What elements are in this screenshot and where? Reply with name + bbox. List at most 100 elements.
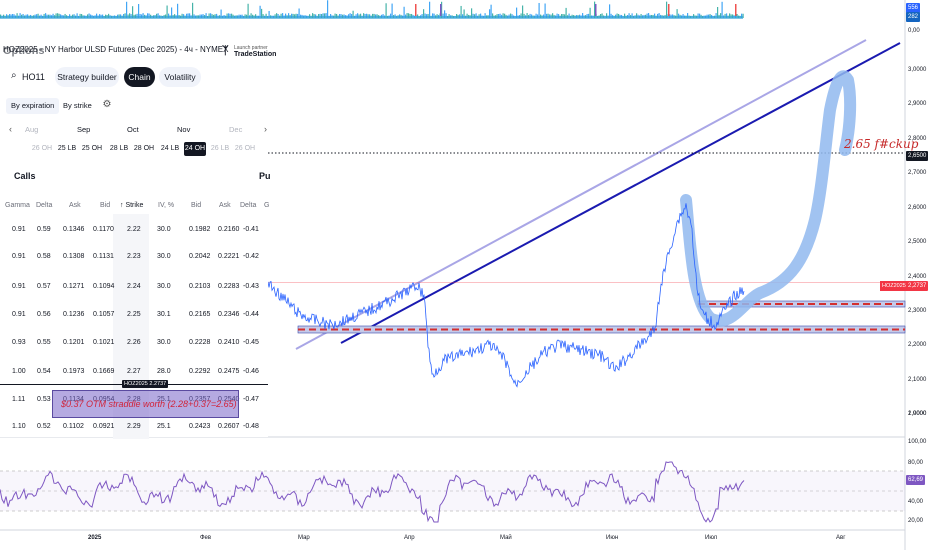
table-cell[interactable]: 0.93 <box>12 339 26 346</box>
column-header[interactable]: G <box>264 202 270 209</box>
expiration-chip[interactable]: 28 LB <box>109 145 129 152</box>
column-header[interactable]: IV, % <box>158 202 175 209</box>
chevron-left-icon[interactable]: ‹ <box>9 124 12 134</box>
month-dec[interactable]: Dec <box>229 125 243 134</box>
table-cell[interactable]: 0.2042 <box>189 253 211 260</box>
table-cell[interactable]: 0.2228 <box>189 339 211 346</box>
expiration-chip[interactable]: 28 OH <box>133 145 155 152</box>
month-oct[interactable]: Oct <box>127 125 139 134</box>
tab-by-strike[interactable]: By strike <box>63 101 92 110</box>
table-cell[interactable]: 0.57 <box>37 283 51 290</box>
table-cell[interactable]: 0.56 <box>37 311 51 318</box>
table-cell[interactable]: 25.1 <box>157 423 171 430</box>
table-cell[interactable]: 0.0921 <box>93 423 115 430</box>
table-cell[interactable]: -0.48 <box>243 423 259 430</box>
expiration-chip[interactable]: 26 OH <box>234 145 256 152</box>
table-cell[interactable]: -0.41 <box>243 226 259 233</box>
table-cell[interactable]: 1.10 <box>12 423 26 430</box>
month-nov[interactable]: Nov <box>177 125 191 134</box>
table-cell[interactable]: 0.1057 <box>93 311 115 318</box>
table-cell[interactable]: 2.25 <box>127 311 141 318</box>
table-cell[interactable]: 30.0 <box>157 226 171 233</box>
expiration-chip[interactable]: 26 LB <box>210 145 230 152</box>
column-header[interactable]: Delta <box>240 202 257 209</box>
table-cell[interactable]: -0.42 <box>243 253 259 260</box>
table-cell[interactable]: 0.1982 <box>189 226 211 233</box>
table-cell[interactable]: 0.2160 <box>218 226 240 233</box>
month-aug[interactable]: Aug <box>25 125 39 134</box>
table-cell[interactable]: 2.24 <box>127 283 141 290</box>
expiration-chip[interactable]: 24 LB <box>160 145 180 152</box>
table-cell[interactable]: 0.2475 <box>218 368 240 375</box>
table-cell[interactable]: 0.1669 <box>93 368 115 375</box>
table-cell[interactable]: 0.2292 <box>189 368 211 375</box>
column-header[interactable]: ↑ Strike <box>120 202 144 209</box>
search-input[interactable]: HO11 <box>22 72 45 82</box>
table-cell[interactable]: -0.47 <box>243 396 259 403</box>
table-cell[interactable]: -0.45 <box>243 339 259 346</box>
table-cell[interactable]: 1.11 <box>12 396 26 403</box>
table-cell[interactable]: 0.1094 <box>93 283 115 290</box>
table-cell[interactable]: 30.0 <box>157 339 171 346</box>
table-cell[interactable]: 0.2607 <box>218 423 240 430</box>
table-cell[interactable]: -0.43 <box>243 283 259 290</box>
table-cell[interactable]: 0.59 <box>37 226 51 233</box>
table-cell[interactable]: 0.91 <box>12 283 26 290</box>
table-cell[interactable]: 28.0 <box>157 368 171 375</box>
table-cell[interactable]: 0.2283 <box>218 283 240 290</box>
table-cell[interactable]: 0.1170 <box>93 226 114 233</box>
table-cell[interactable]: 0.91 <box>12 311 26 318</box>
expiration-chip[interactable]: 25 OH <box>81 145 103 152</box>
table-cell[interactable]: 30.0 <box>157 283 171 290</box>
table-cell[interactable]: 0.2346 <box>218 311 240 318</box>
table-cell[interactable]: 2.26 <box>127 339 141 346</box>
column-header[interactable]: Bid <box>100 202 111 209</box>
table-cell[interactable]: 2.23 <box>127 253 141 260</box>
column-header[interactable]: Delta <box>36 202 53 209</box>
column-header[interactable]: Bid <box>191 202 202 209</box>
table-cell[interactable]: 0.1201 <box>63 339 85 346</box>
table-cell[interactable]: 0.2103 <box>189 283 211 290</box>
table-cell[interactable]: 0.55 <box>37 339 51 346</box>
table-cell[interactable]: 0.1102 <box>63 423 84 430</box>
column-header[interactable]: Ask <box>69 202 81 209</box>
table-cell[interactable]: 0.91 <box>12 253 26 260</box>
table-cell[interactable]: 0.1271 <box>63 283 85 290</box>
table-cell[interactable]: 0.91 <box>12 226 26 233</box>
expiration-chip-selected[interactable]: 24 OH <box>184 142 206 156</box>
table-cell[interactable]: 0.53 <box>37 396 51 403</box>
symbol-search[interactable]: ⌕ HO11 <box>4 67 48 87</box>
table-cell[interactable]: 0.1308 <box>63 253 85 260</box>
table-cell[interactable]: -0.44 <box>243 311 259 318</box>
table-cell[interactable]: 0.1973 <box>63 368 85 375</box>
table-cell[interactable]: 0.2221 <box>218 253 240 260</box>
column-header[interactable]: Ask <box>219 202 231 209</box>
table-cell[interactable]: 0.2423 <box>189 423 211 430</box>
table-cell[interactable]: 0.1021 <box>93 339 115 346</box>
column-header[interactable]: Gamma <box>5 202 30 209</box>
table-cell[interactable]: 1.00 <box>12 368 26 375</box>
table-cell[interactable]: 0.52 <box>37 423 51 430</box>
month-sep[interactable]: Sep <box>77 125 91 134</box>
tab-chain[interactable]: Chain <box>124 67 155 87</box>
table-cell[interactable]: 30.0 <box>157 253 171 260</box>
table-cell[interactable]: 0.1346 <box>63 226 85 233</box>
table-cell[interactable]: 2.27 <box>127 368 141 375</box>
table-cell[interactable]: 0.2165 <box>189 311 211 318</box>
settings-gear-icon[interactable]: ⚙ <box>102 99 112 110</box>
tab-by-expiration[interactable]: By expiration <box>6 98 60 114</box>
expiration-chip[interactable]: 25 LB <box>57 145 77 152</box>
table-cell[interactable]: 0.1236 <box>63 311 85 318</box>
chevron-right-icon[interactable]: › <box>264 124 267 134</box>
table-cell[interactable]: 0.58 <box>37 253 51 260</box>
expiration-chip[interactable]: 26 OH <box>31 145 53 152</box>
table-cell[interactable]: 2.22 <box>127 226 141 233</box>
table-cell[interactable]: 2.29 <box>127 423 141 430</box>
tab-volatility[interactable]: Volatility <box>159 67 201 87</box>
table-cell[interactable]: -0.46 <box>243 368 259 375</box>
table-cell[interactable]: 0.2410 <box>218 339 240 346</box>
table-cell[interactable]: 0.54 <box>37 368 51 375</box>
table-cell[interactable]: 30.1 <box>157 311 171 318</box>
table-cell[interactable]: 0.1131 <box>93 253 114 260</box>
